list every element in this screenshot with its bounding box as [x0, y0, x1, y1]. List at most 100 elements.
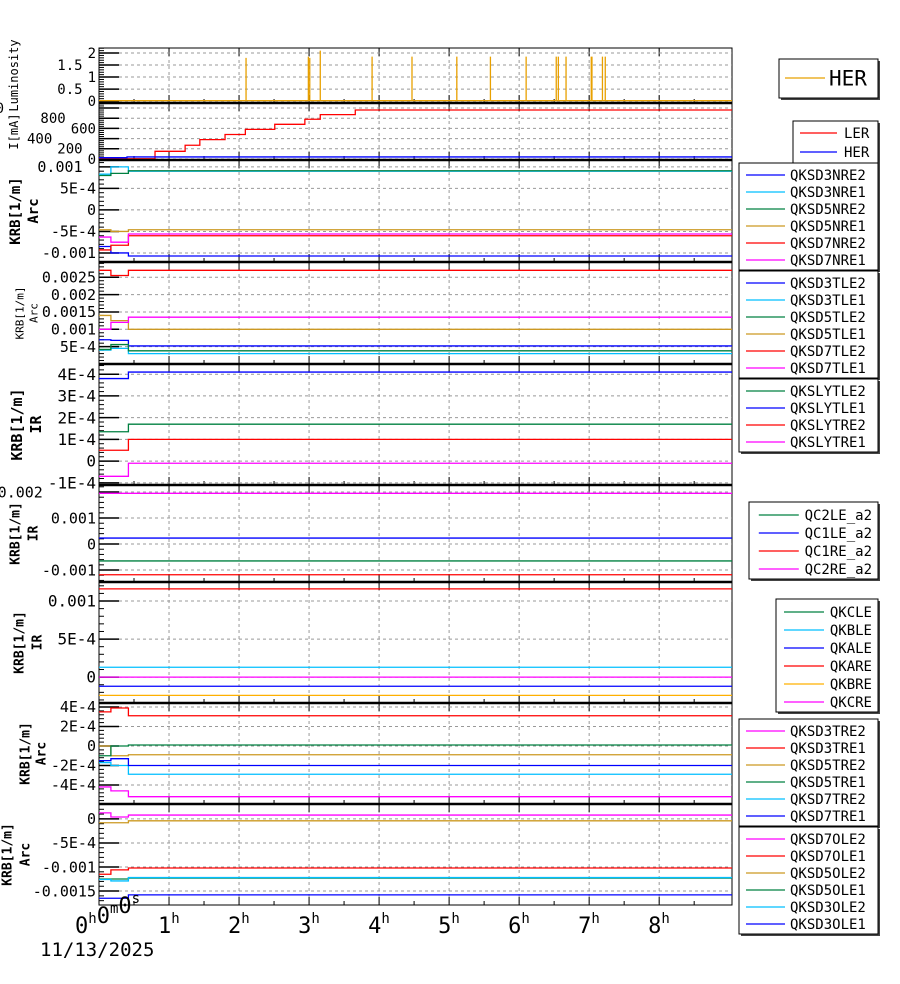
x-tick-label: 4h [368, 911, 390, 939]
series-line-her [99, 156, 732, 159]
y-tick-label: 0 [87, 810, 96, 828]
y-axis-label: IR [27, 415, 45, 434]
y-tick-label: 2 [88, 46, 96, 62]
legend-label: QKBLE [830, 623, 872, 639]
legend-label: QKSD7TRE1 [790, 809, 866, 825]
series-line-qksd5tle1 [99, 314, 732, 330]
y-axis-label: Arc [35, 742, 50, 765]
y-tick-label: 5E-4 [60, 338, 96, 356]
y-tick-label: -0.0015 [33, 882, 96, 900]
legend-label: QKSD5NRE2 [790, 202, 866, 218]
legend-label: QKSD3TRE1 [790, 741, 866, 757]
plot-frame [98, 159, 733, 263]
legend-label: QKSLYTRE1 [790, 435, 866, 451]
y-tick-label: -0.001 [42, 858, 96, 876]
series-line-qksd3ole1 [99, 894, 732, 899]
y-tick-label: 0.001 [37, 158, 82, 176]
legend-label: QKARE [830, 659, 872, 675]
series-line-qksd3tle1 [99, 347, 732, 355]
legend-panel-1: HER [778, 58, 880, 100]
series-line-qkslytre1 [99, 462, 732, 477]
legend-panel-2: LER HER [792, 120, 880, 168]
legend-label: QKSD5TLE1 [790, 327, 866, 343]
y-axis-label: IR [27, 526, 42, 542]
legend-label: QKSD7NRE1 [790, 253, 866, 269]
y-tick-label: 0 [87, 737, 96, 755]
legend-label: QKSLYTRE2 [790, 418, 866, 434]
y-tick-label: 400 [27, 131, 52, 147]
y-axis-label: Luminosity [7, 39, 21, 111]
series-line-qkslytle2 [99, 423, 732, 433]
legend-box [738, 718, 879, 827]
y-tick-label: 0.0025 [42, 269, 96, 287]
y-tick-label: -2E-4 [51, 757, 96, 775]
series-line-qksd3tre1 [99, 707, 732, 717]
y-tick-label: 800 [40, 111, 65, 127]
y-tick-label: 0 [88, 152, 96, 168]
y-axis-label: KRB[1/m] [19, 722, 34, 785]
legend-label: QKSD5NRE1 [790, 219, 866, 235]
legend-label: HER [829, 67, 867, 91]
panel-7: 0 5E-4 0.001 KRB[1/m] IR [13, 580, 733, 704]
legend-box [738, 826, 879, 935]
y-tick-label: 1.5 [57, 58, 82, 74]
y-tick-label: 0 [86, 668, 96, 687]
date-label: 11/13/2025 [40, 939, 154, 961]
legend-label: QC2LE_a2 [805, 508, 872, 524]
x-tick-label: 8h [648, 911, 670, 939]
legend-box [778, 58, 879, 99]
y-tick-label: -1E-4 [48, 473, 96, 492]
y-tick-label: 0 [86, 452, 96, 471]
legend-box [775, 598, 879, 713]
y-axis-label: KRB[1/m] [8, 177, 24, 244]
legend-label: QC2RE_a2 [805, 562, 872, 578]
y-axis-label: KRB[1/m] [13, 611, 28, 674]
series-line-qksd7tre1 [99, 758, 732, 767]
x-tick-label: 6h [508, 911, 530, 939]
y-tick-label: 4E-4 [60, 698, 96, 716]
y-tick-label: -0.001 [42, 244, 96, 262]
legend-panel-4: QKSD3TLE2QKSD3TLE1QKSD5TLE2QKSD5TLE1QKSD… [738, 270, 880, 380]
legend-label: QKSD3NRE2 [790, 168, 866, 184]
series-line-qksd3tre2 [99, 786, 732, 798]
legend-label: QKSD3NRE1 [790, 185, 866, 201]
x-tick-label: 1h [158, 911, 180, 939]
y-tick-label: 0.0015 [42, 303, 96, 321]
y-tick-label: 5E-4 [57, 630, 96, 649]
plot-frame [98, 47, 733, 104]
y-tick-label: 0 [87, 535, 96, 553]
legend-label: LER [844, 126, 870, 142]
legend-label: QKALE [830, 641, 872, 657]
legend-label: QKSD3TLE1 [790, 293, 866, 309]
y-tick-label: 0.5 [57, 82, 82, 98]
legend-panel-6: QC2LE_a2 QC1LE_a2 QC1RE_a2 QC2RE_a2 [748, 501, 880, 581]
x-tick-label: 2h [228, 911, 250, 939]
y-axis-label: Arc [26, 198, 42, 223]
x-tick-label: 5h [438, 911, 460, 939]
series-line-qksd7ole2 [99, 812, 732, 818]
y-axis-label: KRB[1/m] [9, 502, 24, 565]
y-tick-label: 0.002 [0, 483, 43, 501]
legend-label: QKSLYTLE2 [790, 384, 866, 400]
legend-label: QKSD7TLE1 [790, 361, 866, 377]
y-tick-label: 0.001 [51, 321, 96, 339]
y-axis-label: Arc [19, 843, 34, 866]
series-line-qksd3ole2 [99, 876, 732, 882]
legend-label: QKSD7TRE2 [790, 792, 866, 808]
legend-label: QKSD7NRE2 [790, 236, 866, 252]
legend-label: QKSD3TRE2 [790, 724, 866, 740]
y-tick-label: 200 [57, 142, 82, 158]
series-line-qksd5tle2 [99, 343, 732, 352]
x-tick-label: 7h [578, 911, 600, 939]
y-tick-label: 2E-4 [57, 408, 96, 427]
legend-label: QC1LE_a2 [805, 526, 872, 542]
panel-9: -0.0015 -0.001 -5E-4 0 KRB[1/m] Arc [1, 802, 733, 906]
legend-label: QKCRE [830, 695, 872, 711]
series-line-her [99, 50, 732, 102]
legend-label: QKSD5OLE2 [790, 866, 866, 882]
x-tick-label: 3h [298, 911, 320, 939]
legend-label: QKSD5OLE1 [790, 883, 866, 899]
